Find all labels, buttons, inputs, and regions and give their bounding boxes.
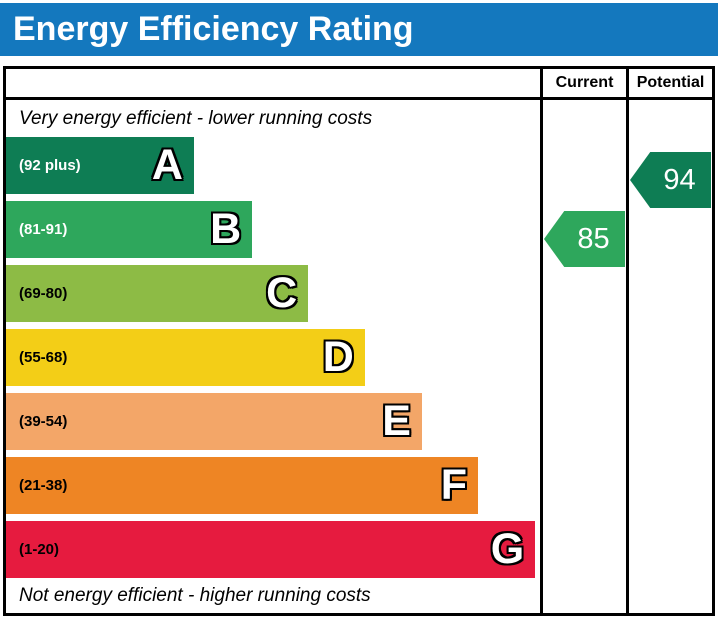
band-letter: A [151, 141, 183, 189]
band-bar-E: (39-54) E [6, 393, 422, 450]
band-range-label: (81-91) [19, 221, 68, 238]
band-range-label: (69-80) [19, 285, 68, 302]
band-bar-F: (21-38) F [6, 457, 479, 514]
band-bar-D: (55-68) D [6, 329, 365, 386]
band-bar-G: (1-20) G [6, 521, 536, 578]
caption-very-efficient: Very energy efficient - lower running co… [19, 107, 373, 129]
potential-rating-arrow: 94 [630, 152, 711, 208]
band-letter: B [210, 205, 242, 253]
band-range-label: (92 plus) [19, 157, 81, 174]
band-range-label: (1-20) [19, 541, 60, 558]
band-range-label: (55-68) [19, 349, 68, 366]
band-letter: F [440, 461, 468, 509]
band-letter: D [322, 333, 354, 381]
potential-rating-value: 94 [663, 163, 696, 196]
band-letter: G [490, 525, 525, 573]
current-column: 85 [540, 100, 626, 613]
rating-table: Current Potential Very energy efficient … [3, 66, 715, 616]
current-column-header: Current [540, 69, 626, 100]
band-bars: (92 plus) A (81-91) B (69-80) C (55-68) D (39-54… [6, 137, 540, 578]
chart-header-spacer [6, 69, 540, 100]
band-range-label: (21-38) [19, 477, 68, 494]
band-bar-A: (92 plus) A [6, 137, 194, 194]
page-title: Energy Efficiency Rating [13, 10, 414, 48]
band-bar-B: (81-91) B [6, 201, 253, 258]
current-rating-value: 85 [577, 222, 610, 255]
bands-column: Very energy efficient - lower running co… [6, 100, 540, 613]
band-letter: C [266, 269, 298, 317]
potential-column: 94 [626, 100, 712, 613]
band-letter: E [382, 397, 411, 445]
title-bar: Energy Efficiency Rating [0, 3, 718, 56]
caption-not-efficient: Not energy efficient - higher running co… [19, 585, 371, 606]
potential-column-header: Potential [626, 69, 712, 100]
current-rating-arrow: 85 [544, 211, 625, 267]
band-range-label: (39-54) [19, 413, 68, 430]
band-bar-C: (69-80) C [6, 265, 309, 322]
